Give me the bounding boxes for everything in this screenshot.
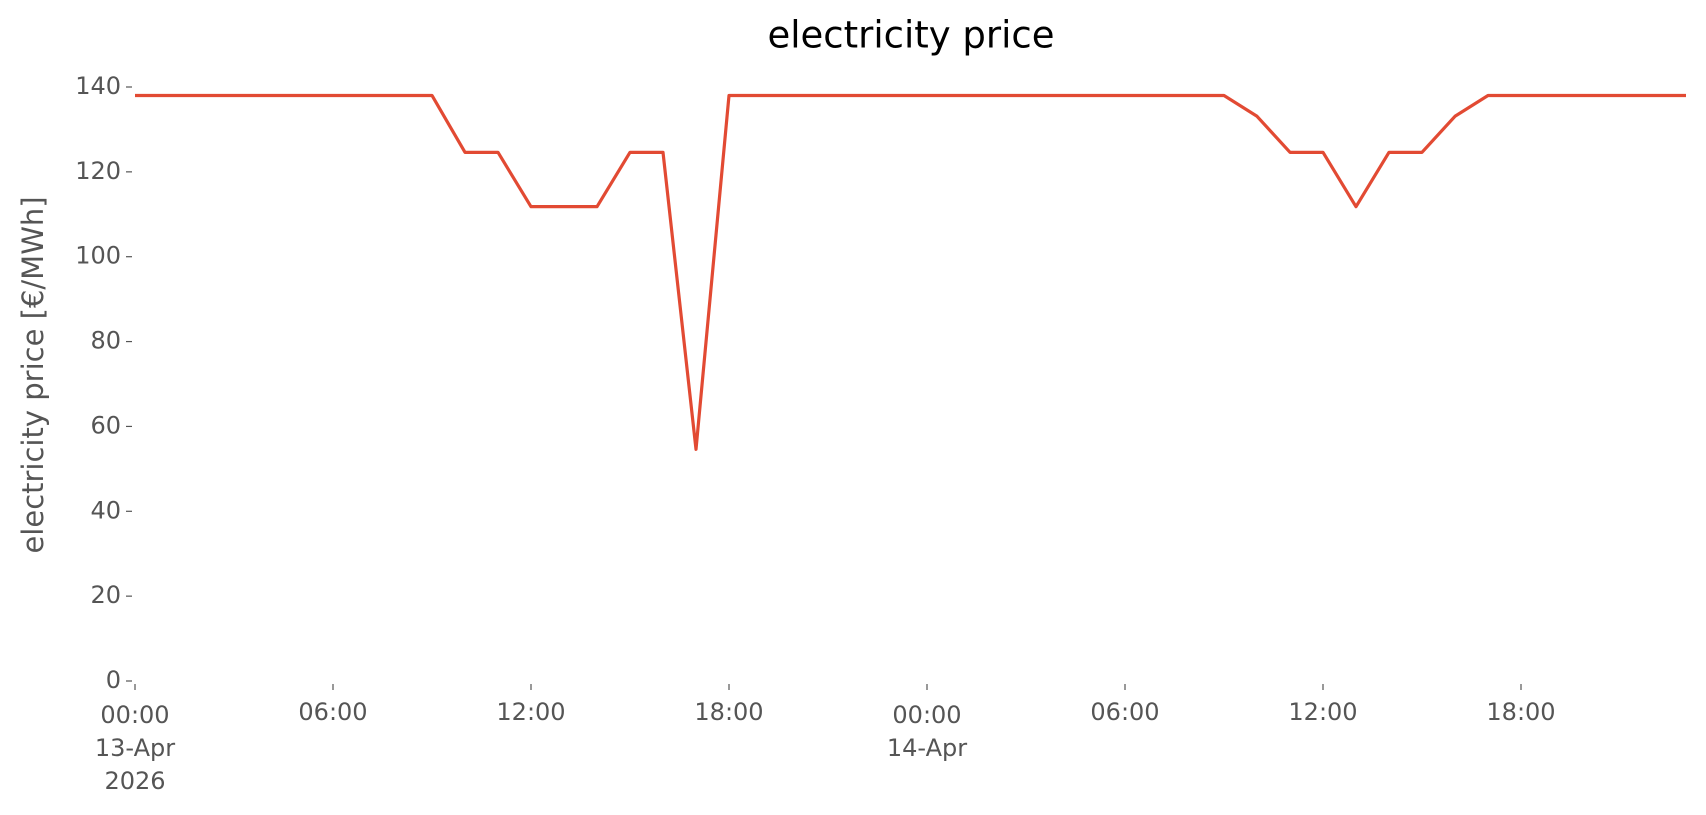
x-tick-label-line: 2026 <box>104 767 165 795</box>
x-tick-label-line: 14-Apr <box>887 734 967 762</box>
y-axis-label: electricity price [€/MWh] <box>16 196 50 553</box>
x-tick-label-line: 12:00 <box>1288 698 1357 726</box>
x-tick-label: 00:00 13-Apr 2026 <box>95 701 175 795</box>
y-tick-label: 0 <box>106 666 121 694</box>
x-tick-label-line: 00:00 <box>100 701 169 729</box>
x-tick-label-line: 18:00 <box>694 698 763 726</box>
x-tick-label: 12:00 <box>1288 698 1357 726</box>
y-tick-label: 120 <box>75 157 121 185</box>
y-tick-label: 40 <box>90 496 121 524</box>
x-tick-label-line: 00:00 <box>892 701 961 729</box>
chart-title: electricity price <box>767 14 1054 57</box>
y-tick-label: 100 <box>75 242 121 270</box>
y-tick-label: 140 <box>75 72 121 100</box>
x-tick-label: 12:00 <box>496 698 565 726</box>
y-tick-label: 80 <box>90 327 121 355</box>
x-tick-label: 18:00 <box>1486 698 1555 726</box>
price-line <box>135 93 1686 451</box>
x-tick-label: 06:00 <box>1090 698 1159 726</box>
x-tick-label: 18:00 <box>694 698 763 726</box>
x-tick-label: 00:00 14-Apr <box>887 701 967 762</box>
x-tick-label-line: 06:00 <box>1090 698 1159 726</box>
y-tick-label: 60 <box>90 411 121 439</box>
x-tick-label-line: 12:00 <box>496 698 565 726</box>
y-tick-label: 20 <box>90 581 121 609</box>
x-tick-label-line: 13-Apr <box>95 734 175 762</box>
x-tick-label: 06:00 <box>298 698 367 726</box>
x-tick-label-line: 06:00 <box>298 698 367 726</box>
x-tick-label-line: 18:00 <box>1486 698 1555 726</box>
